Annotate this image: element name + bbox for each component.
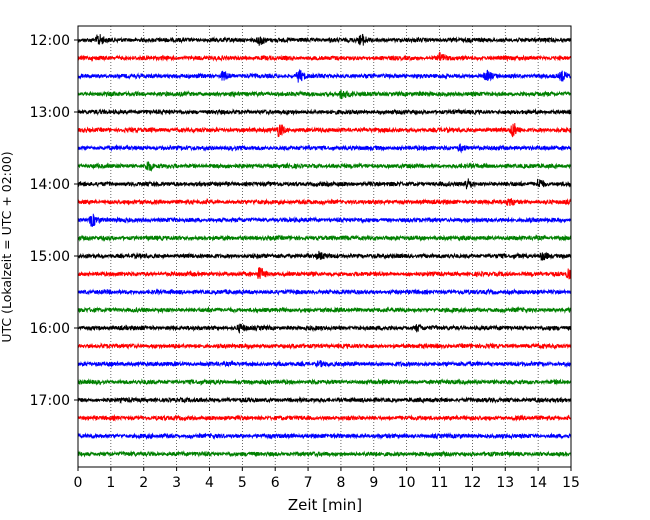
trace-1515 <box>77 267 572 280</box>
trace-1230 <box>77 68 572 83</box>
x-tick-label: 12 <box>463 475 481 491</box>
x-tick-label: 7 <box>304 475 313 491</box>
x-tick-label: 9 <box>369 475 378 491</box>
trace-1315 <box>77 123 572 138</box>
trace-1630 <box>77 359 572 368</box>
y-tick-label: 15:00 <box>30 249 70 265</box>
y-tick-label: 16:00 <box>30 321 70 337</box>
trace-1715 <box>77 413 572 422</box>
trace-1345 <box>77 160 572 172</box>
x-tick-label: 13 <box>496 475 514 491</box>
y-tick-label: 12:00 <box>30 33 70 49</box>
trace-1500 <box>77 250 572 261</box>
x-tick-label: 3 <box>172 475 181 491</box>
trace-1330 <box>77 143 572 154</box>
trace-1615 <box>77 342 572 351</box>
x-tick-label: 15 <box>562 475 580 491</box>
x-axis-ticks: 0 1 2 3 4 5 6 7 8 9 10 11 12 13 14 15 <box>74 467 580 491</box>
x-tick-label: 14 <box>529 475 547 491</box>
x-tick-label: 1 <box>106 475 115 491</box>
y-axis-label: UTC (Lokalzeit = UTC + 02:00) <box>0 151 14 342</box>
seismogram-traces <box>77 33 572 458</box>
x-tick-label: 8 <box>336 475 345 491</box>
trace-1545 <box>77 305 572 314</box>
trace-1530 <box>77 288 572 296</box>
trace-1215 <box>77 51 572 63</box>
y-tick-label: 13:00 <box>30 105 70 121</box>
x-tick-label: 11 <box>431 475 449 491</box>
y-tick-label: 14:00 <box>30 177 70 193</box>
trace-1730 <box>77 432 572 441</box>
plot-frame <box>77 25 572 468</box>
axes <box>77 25 572 468</box>
trace-1600 <box>77 323 572 334</box>
x-tick-label: 4 <box>205 475 214 491</box>
trace-1430 <box>77 213 572 227</box>
y-tick-label: 17:00 <box>30 393 70 409</box>
x-axis-label: Zeit [min] <box>288 496 362 514</box>
x-tick-label: 10 <box>398 475 416 491</box>
y-axis-ticks: 12:00 13:00 14:00 15:00 16:00 17:00 <box>30 33 78 409</box>
x-tick-label: 6 <box>271 475 280 491</box>
x-tick-label: 0 <box>74 475 83 491</box>
trace-1400 <box>77 178 572 190</box>
trace-1645 <box>77 378 572 386</box>
trace-1445 <box>77 234 572 242</box>
trace-1200 <box>77 33 572 46</box>
trace-1415 <box>77 198 572 207</box>
trace-1245 <box>77 89 572 100</box>
trace-1300 <box>77 107 572 116</box>
x-tick-label: 2 <box>139 475 148 491</box>
trace-1700 <box>77 395 572 404</box>
x-tick-label: 5 <box>238 475 247 491</box>
trace-1745 <box>77 450 572 458</box>
